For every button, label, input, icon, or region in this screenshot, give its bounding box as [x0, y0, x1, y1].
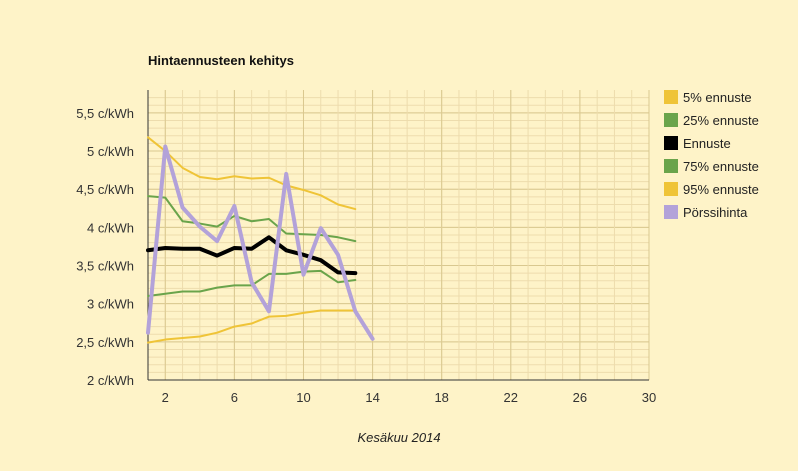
x-tick-label: 18: [434, 390, 448, 405]
series-lines: [146, 136, 375, 344]
legend-swatch: [664, 113, 678, 127]
series-line-3: [146, 235, 358, 276]
y-tick-label: 4,5 c/kWh: [76, 182, 134, 197]
series-line-5: [147, 136, 357, 211]
grid: [148, 90, 650, 381]
legend-item[interactable]: Pörssihinta: [664, 205, 748, 220]
x-tick-label: 2: [162, 390, 169, 405]
legend-label: 75% ennuste: [683, 159, 759, 174]
legend-swatch: [664, 205, 678, 219]
series-line-1: [147, 309, 357, 344]
legend-swatch: [664, 90, 678, 104]
x-tick-label: 10: [296, 390, 310, 405]
y-tick-label: 5,5 c/kWh: [76, 106, 134, 121]
y-tick-label: 3,5 c/kWh: [76, 259, 134, 274]
y-tick-label: 2 c/kWh: [87, 373, 134, 388]
y-tick-label: 2,5 c/kWh: [76, 335, 134, 350]
legend-label: Ennuste: [683, 136, 731, 151]
series-line-4: [147, 195, 357, 243]
legend-label: Pörssihinta: [683, 205, 748, 220]
legend[interactable]: 5% ennuste 25% ennuste Ennuste 75% ennuste 9…: [664, 90, 759, 220]
legend-item[interactable]: Ennuste: [664, 136, 731, 151]
legend-item[interactable]: 25% ennuste: [664, 113, 759, 128]
x-tick-label: 22: [504, 390, 518, 405]
y-tick-label: 3 c/kWh: [87, 297, 134, 312]
y-tick-label: 4 c/kWh: [87, 220, 134, 235]
chart-title: Hintaennusteen kehitys: [148, 53, 294, 68]
x-tick-label: 6: [231, 390, 238, 405]
legend-label: 5% ennuste: [683, 90, 752, 105]
legend-swatch: [664, 136, 678, 150]
legend-swatch: [664, 159, 678, 173]
legend-item[interactable]: 95% ennuste: [664, 182, 759, 197]
tick-labels: 2 c/kWh 2,5 c/kWh 3 c/kWh 3,5 c/kWh 4 c/kWh 4…: [76, 106, 656, 405]
legend-item[interactable]: 5% ennuste: [664, 90, 752, 105]
y-tick-label: 5 c/kWh: [87, 144, 134, 159]
legend-item[interactable]: 75% ennuste: [664, 159, 759, 174]
x-tick-label: 30: [642, 390, 656, 405]
legend-swatch: [664, 182, 678, 196]
x-tick-label: 26: [573, 390, 587, 405]
legend-label: 95% ennuste: [683, 182, 759, 197]
x-axis-label: Kesäkuu 2014: [357, 430, 440, 445]
x-tick-label: 14: [365, 390, 379, 405]
legend-label: 25% ennuste: [683, 113, 759, 128]
series-line-6: [146, 144, 375, 341]
